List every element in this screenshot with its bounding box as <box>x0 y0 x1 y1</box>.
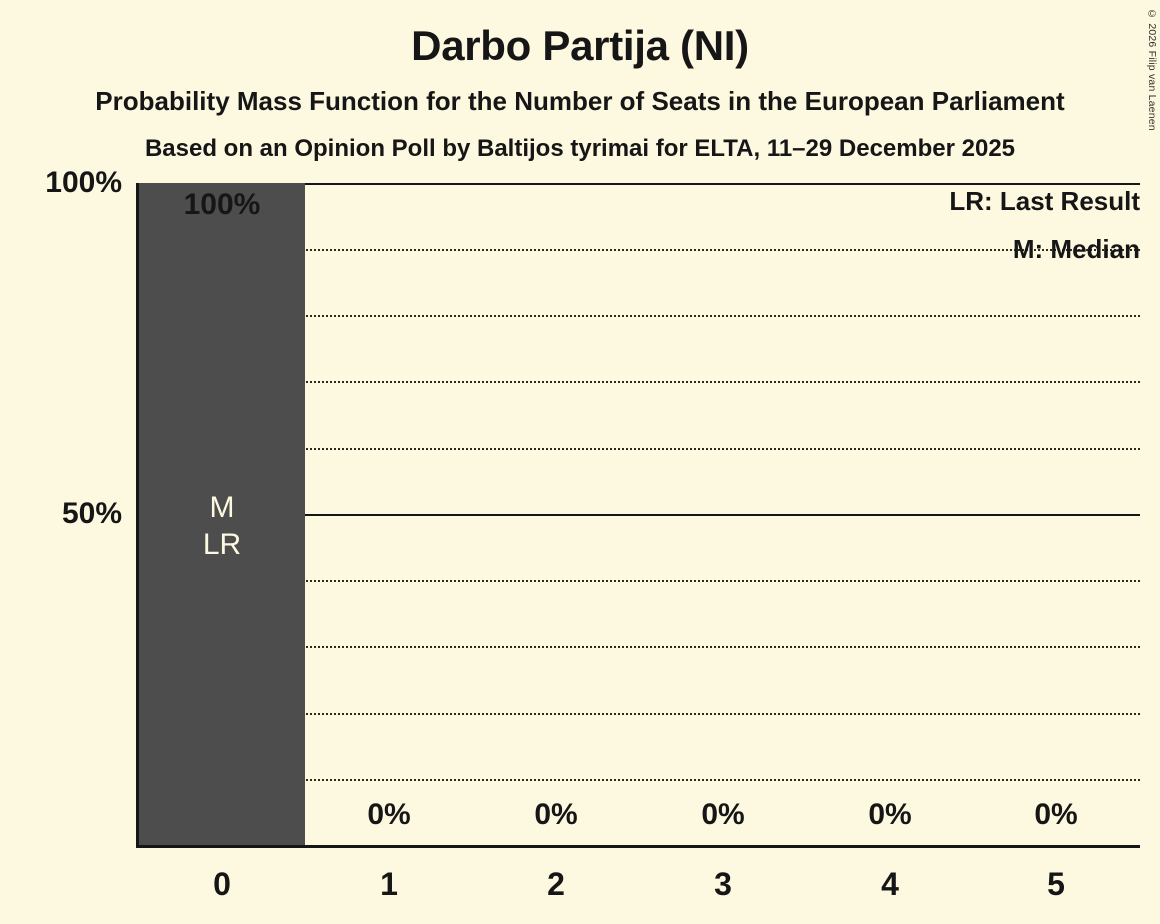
legend-median: M: Median <box>1012 234 1140 264</box>
value-label-seats-5: 0% <box>1034 798 1078 831</box>
x-axis-line <box>136 845 1140 848</box>
x-tick-2: 2 <box>547 866 565 902</box>
x-tick-0: 0 <box>213 866 231 902</box>
x-tick-1: 1 <box>380 866 398 902</box>
legend-last-result: LR: Last Result <box>949 186 1140 216</box>
chart-title: Darbo Partija (NI) <box>411 22 749 69</box>
median-marker: M <box>209 491 235 524</box>
y-axis-tick-labels: 100% 50% <box>0 166 122 845</box>
last-result-marker: LR <box>202 528 242 561</box>
value-label-seats-1: 0% <box>367 798 411 831</box>
y-axis-line <box>136 183 139 848</box>
y-tick-50: 50% <box>61 497 122 530</box>
gridline-40 <box>139 580 1140 582</box>
y-tick-100: 100% <box>45 166 122 199</box>
plot-area: M LR <box>139 183 1140 845</box>
copyright-notice: © 2026 Filip van Laenen <box>1146 8 1158 131</box>
value-label-seats-3: 0% <box>701 798 745 831</box>
value-label-seats-4: 0% <box>868 798 912 831</box>
gridline-90 <box>139 249 1140 251</box>
chart-subtitle-secondary: Based on an Opinion Poll by Baltijos tyr… <box>144 135 1016 162</box>
gridline-30 <box>139 646 1140 648</box>
x-tick-4: 4 <box>881 866 899 902</box>
value-label-seats-2: 0% <box>534 798 578 831</box>
x-tick-5: 5 <box>1047 866 1065 902</box>
bar-seats-0[interactable]: M LR <box>139 183 305 845</box>
gridline-20 <box>139 713 1140 715</box>
gridline-100 <box>139 183 1140 185</box>
value-label-seats-0: 100% <box>183 188 261 221</box>
gridline-10 <box>139 779 1140 781</box>
x-tick-3: 3 <box>714 866 732 902</box>
gridline-60 <box>139 448 1140 450</box>
gridline-70 <box>139 381 1140 383</box>
chart-subtitle-primary: Probability Mass Function for the Number… <box>95 86 1065 116</box>
gridline-50 <box>139 514 1140 516</box>
gridline-80 <box>139 315 1140 317</box>
